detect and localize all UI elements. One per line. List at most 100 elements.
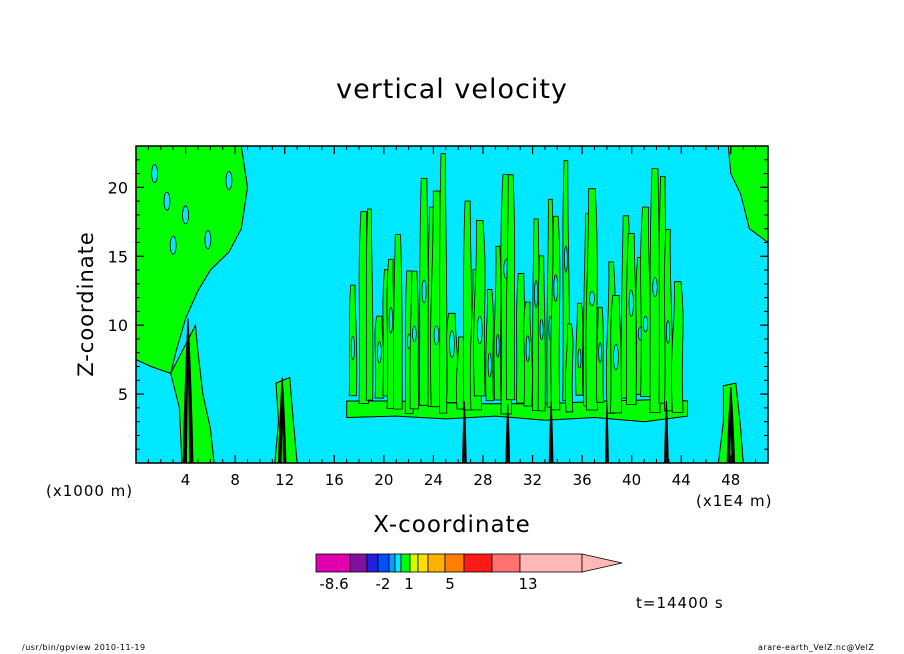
x-tick-label: 8 (230, 471, 240, 489)
updraft-streak (564, 323, 574, 413)
contour-region-updraft-x4 (170, 323, 215, 463)
colorbar-swatch (394, 553, 402, 573)
y-tick-label: 5 (118, 385, 128, 404)
streak-gap (613, 343, 619, 371)
chart-title: vertical velocity (336, 74, 568, 105)
x-tick-label: 4 (181, 471, 191, 489)
core-contour-line (185, 343, 191, 463)
core-contour-line (727, 403, 734, 463)
core-contour-line (185, 351, 191, 463)
y-tick-label: 15 (108, 247, 128, 266)
streak-gap (449, 330, 455, 358)
x-tick-label: 16 (325, 471, 344, 489)
core-contour-line (280, 410, 284, 463)
x-tick-label: 44 (672, 471, 691, 489)
x-tick-label: 24 (424, 471, 443, 489)
colorbar-swatch (377, 553, 390, 573)
colorbar-swatch (388, 553, 396, 573)
core-contour-line (727, 395, 735, 463)
core-contour-line (728, 411, 734, 463)
updraft-streak (493, 245, 502, 401)
x-tick-label: 20 (374, 471, 393, 489)
plot-area (136, 146, 768, 463)
updraft-streak (505, 174, 516, 401)
streak-gap (350, 335, 355, 361)
colorbar-swatch (315, 553, 351, 573)
y-tick-label: 10 (108, 316, 128, 335)
streak-gap (577, 348, 582, 369)
streak-gap (666, 320, 671, 344)
core-contour-line (278, 385, 286, 463)
colorbar-label: -2 (376, 575, 391, 593)
colorbar-swatch (400, 553, 411, 573)
streak-gap (496, 333, 500, 358)
x-tick-label: 36 (573, 471, 592, 489)
streak-gap (598, 342, 602, 363)
core-contour-line (605, 438, 608, 463)
footer-dataset: arare-earth_VelZ.nc@VelZ (758, 643, 875, 652)
colorbar-swatch (366, 553, 379, 573)
x-tick-label: 40 (622, 471, 641, 489)
streak-gap (564, 245, 568, 273)
streak-gap (652, 277, 658, 297)
updraft-streak (393, 234, 403, 410)
core-contour-line (665, 434, 668, 463)
streak-gap (525, 335, 530, 362)
core-contour-line (463, 434, 466, 463)
time-label: t=14400 s (636, 594, 724, 612)
updraft-streak (671, 281, 684, 413)
updraft-streak (473, 220, 486, 397)
x-tick-label: 12 (275, 471, 294, 489)
updraft-streak (550, 215, 561, 411)
plot-frame (135, 145, 769, 464)
footer-program-date: /usr/bin/gpview 2010-11-19 (22, 643, 146, 652)
contour-pocket (163, 191, 171, 211)
contour-pocket (169, 235, 177, 255)
colorbar-arrow (581, 553, 623, 573)
x-tick-label: 32 (523, 471, 542, 489)
core-contour-line (278, 377, 287, 463)
colorbar-swatch (491, 553, 521, 573)
colorbar-label: 5 (445, 575, 455, 593)
core-contour-line (729, 420, 733, 463)
streak-gap (388, 306, 393, 334)
core-contour-line (506, 436, 509, 463)
colorbar-swatch (409, 553, 419, 573)
x-tick-label: 48 (721, 471, 740, 489)
x-tick-label: 28 (473, 471, 492, 489)
contour-pocket (204, 230, 212, 250)
streak-gap (377, 341, 382, 364)
x-axis-unit-label: (x1000 m) (46, 482, 134, 500)
x-axis-label: X-coordinate (373, 512, 531, 538)
colorbar-swatch (417, 553, 429, 573)
x-axis-scale-label: (x1E4 m) (696, 492, 773, 510)
core-contour-line (279, 394, 286, 463)
contour-region-upper-right (727, 146, 768, 244)
colorbar-swatch (463, 553, 493, 573)
core-contour-line (726, 387, 736, 463)
colorbar-swatch (519, 553, 583, 573)
core-contour-line (182, 318, 194, 463)
colorbar-label: 1 (404, 575, 414, 593)
streak-gap (534, 280, 538, 308)
contour-pocket (225, 171, 233, 190)
colorbar-swatch (349, 553, 368, 573)
streak-gap (589, 291, 595, 306)
colorbar-label: 13 (518, 575, 537, 593)
core-contour-line (279, 402, 285, 463)
updraft-streak (365, 208, 374, 401)
colorbar-swatch (444, 553, 465, 573)
y-tick-label: 20 (108, 178, 128, 197)
updraft-streak (439, 153, 448, 414)
streak-gap (628, 289, 634, 317)
colorbar-label: -8.6 (319, 575, 348, 593)
streak-gap (412, 325, 417, 342)
streak-gap (539, 319, 544, 340)
updraft-streak (625, 232, 637, 405)
core-contour-line (184, 334, 192, 463)
streak-gap (642, 315, 649, 333)
contour-pocket (151, 164, 158, 183)
streak-gap (487, 352, 492, 378)
core-contour-line (183, 326, 193, 463)
